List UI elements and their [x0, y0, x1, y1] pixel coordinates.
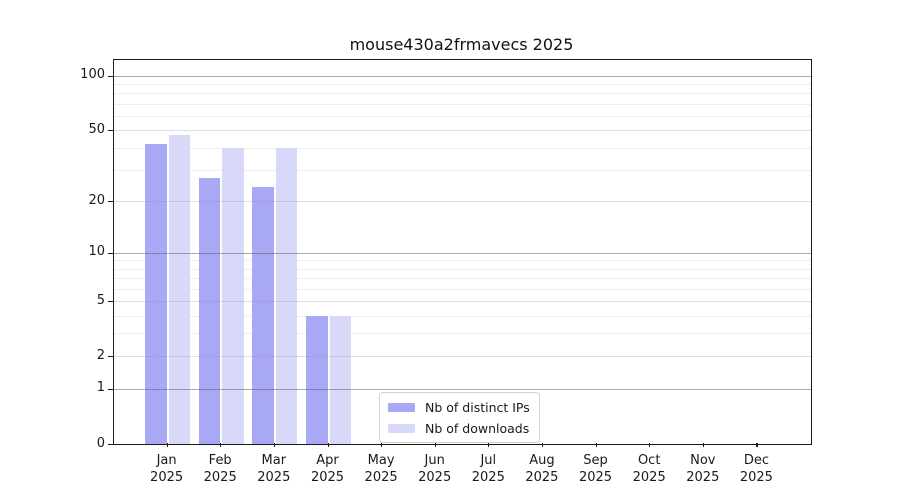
legend-swatch-downloads-icon: [388, 423, 415, 433]
x-tick-label-jan: Jan 2025: [150, 453, 184, 485]
x-tick-jan: [166, 443, 168, 447]
plot-area: Nb of distinct IPs Nb of downloads: [108, 59, 812, 446]
x-tick-label-jun: Jun 2025: [418, 453, 452, 485]
x-tick-nov: [702, 443, 704, 447]
y-tick-100: [108, 75, 113, 77]
gridline-3: [114, 333, 811, 335]
legend-row-distinct-ips: Nb of distinct IPs: [388, 398, 530, 416]
x-tick-apr: [327, 443, 329, 447]
x-tick-oct: [649, 443, 651, 447]
y-tick-label-100: 100: [80, 67, 105, 83]
y-tick-label-2: 2: [96, 347, 105, 363]
y-tick-label-0: 0: [96, 435, 105, 451]
legend-label-downloads: Nb of downloads: [425, 420, 530, 436]
y-tick-10: [108, 252, 113, 254]
y-tick-label-20: 20: [88, 192, 105, 208]
gridline-80: [114, 93, 811, 95]
y-tick-0: [108, 444, 113, 446]
y-tick-5: [108, 301, 113, 303]
legend-swatch-distinct-ips-icon: [388, 402, 415, 412]
legend: Nb of distinct IPs Nb of downloads: [379, 392, 540, 443]
x-tick-label-oct: Oct 2025: [632, 453, 666, 485]
y-tick-20: [108, 201, 113, 203]
y-tick-label-50: 50: [88, 121, 105, 137]
gridline-1: [114, 388, 811, 390]
y-tick-label-1: 1: [96, 380, 105, 396]
x-tick-label-aug: Aug 2025: [525, 453, 559, 485]
bar-downloads-jan: [168, 135, 191, 444]
bar-distinct-ips-feb: [198, 178, 221, 444]
gridline-8: [114, 268, 811, 270]
bar-downloads-apr: [329, 315, 351, 444]
x-tick-feb: [220, 443, 222, 447]
gridline-4: [114, 315, 811, 317]
gridline-7: [114, 278, 811, 280]
x-tick-jul: [488, 443, 490, 447]
bar-downloads-mar: [275, 147, 298, 444]
x-tick-label-apr: Apr 2025: [310, 453, 345, 485]
x-tick-label-jul: Jul 2025: [471, 453, 505, 485]
x-tick-label-dec: Dec 2025: [739, 453, 773, 485]
x-tick-aug: [541, 443, 544, 447]
x-tick-label-may: May 2025: [364, 453, 398, 485]
legend-label-distinct-ips: Nb of distinct IPs: [425, 399, 530, 415]
y-tick-50: [108, 130, 113, 132]
y-tick-label-5: 5: [96, 292, 105, 308]
gridline-20: [114, 201, 811, 203]
x-tick-jun: [434, 443, 436, 447]
y-tick-2: [108, 356, 113, 358]
gridline-60: [114, 116, 811, 117]
x-tick-may: [381, 443, 383, 447]
gridline-40: [114, 147, 811, 149]
gridline-10: [114, 252, 811, 254]
x-tick-label-mar: Mar 2025: [257, 453, 291, 485]
x-tick-label-feb: Feb 2025: [203, 453, 237, 485]
chart-title: mouse430a2frmavecs 2025: [349, 35, 574, 54]
y-tick-label-10: 10: [88, 244, 105, 260]
gridline-2: [114, 356, 811, 358]
legend-row-downloads: Nb of downloads: [388, 419, 530, 437]
gridline-50: [114, 130, 811, 132]
x-tick-mar: [273, 443, 275, 447]
x-tick-sep: [595, 443, 597, 447]
gridline-5: [114, 301, 811, 302]
x-tick-dec: [756, 443, 758, 447]
bar-distinct-ips-mar: [252, 187, 274, 444]
x-tick-label-sep: Sep 2025: [578, 453, 613, 485]
bar-distinct-ips-apr: [306, 315, 328, 444]
x-tick-label-nov: Nov 2025: [686, 453, 720, 485]
gridline-70: [114, 103, 811, 105]
bar-downloads-feb: [222, 147, 244, 444]
gridline-100: [114, 75, 811, 77]
gridline-90: [114, 84, 811, 85]
bar-distinct-ips-jan: [145, 143, 167, 444]
y-tick-1: [108, 388, 113, 390]
gridline-6: [114, 288, 811, 290]
gridline-9: [114, 260, 811, 262]
gridline-30: [114, 170, 811, 171]
